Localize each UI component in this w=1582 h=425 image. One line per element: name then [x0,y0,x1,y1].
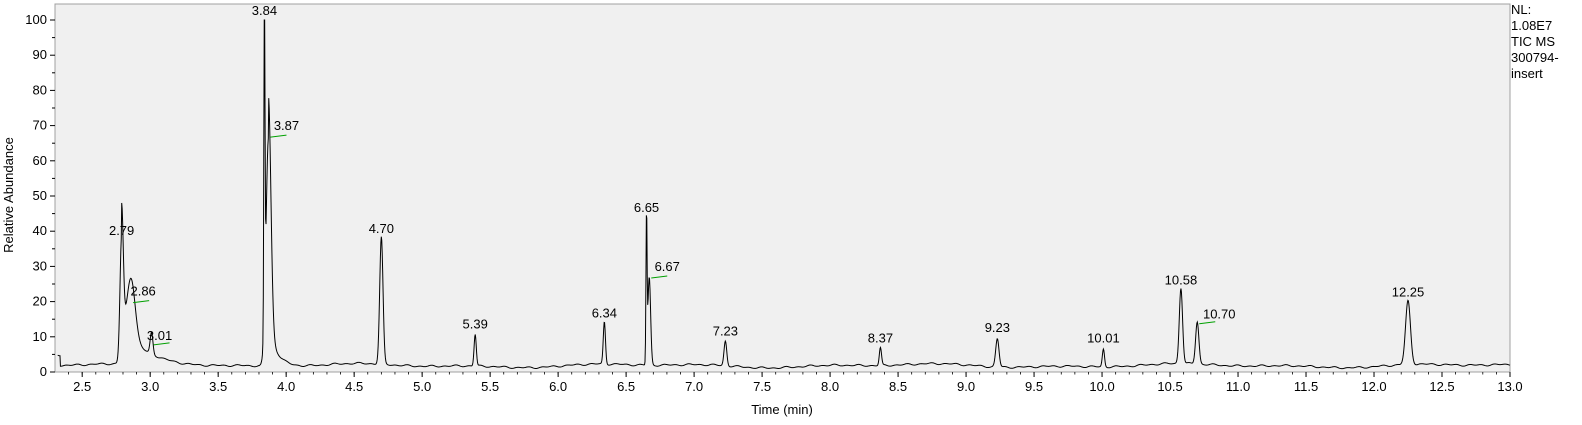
peak-label: 3.87 [274,118,299,133]
peak-label: 3.01 [147,328,172,343]
x-tick-label: 9.0 [957,379,975,394]
x-tick-label: 5.5 [481,379,499,394]
peak-marker [651,275,668,279]
y-tick-label: 40 [33,223,47,238]
info-line: insert [1511,66,1543,81]
x-tick-label: 5.0 [413,379,431,394]
peak-label: 8.37 [868,330,893,345]
y-tick-label: 10 [33,329,47,344]
peak-labels: 2.79 2.86 3.01 3.84 3.87 4.70 5.39 6.34 6.65 6.67… [109,3,1424,345]
x-tick-label: 4.0 [277,379,295,394]
y-tick-label: 80 [33,82,47,97]
peak-label: 10.70 [1203,307,1236,322]
peak-label: 10.58 [1165,272,1198,287]
x-tick-label: 13.0 [1497,379,1522,394]
x-tick-label: 7.5 [753,379,771,394]
x-tick-label: 11.0 [1226,379,1250,394]
y-tick-label: 100 [25,12,47,27]
peak-label: 6.67 [655,259,680,274]
peak-label: 9.23 [985,320,1010,335]
peak-label: 6.34 [592,306,617,321]
x-tick-label: 7.0 [685,379,703,394]
peak-label: 10.01 [1087,330,1120,345]
info-line: NL: [1511,2,1531,17]
info-line: 1.08E7 [1511,18,1552,33]
y-axis-title: Relative Abundance [1,137,16,253]
y-tick-label: 70 [33,118,47,133]
y-tick-label: 20 [33,294,47,309]
x-tick-label: 11.5 [1294,379,1318,394]
peak-label: 12.25 [1392,285,1425,300]
x-tick-label: 3.0 [141,379,159,394]
peak-label: 4.70 [369,221,394,236]
info-line: 300794- [1511,50,1559,65]
y-tick-label: 60 [33,153,47,168]
y-tick-label: 30 [33,258,47,273]
x-tick-label: 12.0 [1361,379,1386,394]
x-axis: 2.5 3.0 3.5 4.0 4.5 5.0 5.5 6.0 6.5 7.0 7.5 8.0 8.5 9… [68,372,1523,394]
peak-label: 2.86 [130,284,155,299]
peak-label: 3.84 [252,3,277,18]
y-axis: 0 10 20 30 40 50 60 70 80 90 100 [25,12,55,379]
peak-label: 6.65 [634,200,659,215]
x-tick-label: 6.5 [617,379,635,394]
peak-marker [133,300,150,304]
plot-area [54,3,1511,373]
x-tick-label: 10.5 [1157,379,1182,394]
x-tick-label: 6.0 [549,379,567,394]
tic-trace-line [57,19,1511,370]
y-tick-label: 90 [33,47,47,62]
peak-marker [270,134,287,138]
x-tick-label: 12.5 [1429,379,1454,394]
peak-marker [153,342,170,346]
x-tick-label: 10.0 [1089,379,1114,394]
peak-label: 5.39 [463,316,488,331]
y-tick-label: 0 [40,364,47,379]
peak-marker [1199,321,1216,325]
x-tick-label: 9.5 [1025,379,1043,394]
x-tick-label: 3.5 [209,379,227,394]
peak-label: 7.23 [713,323,738,338]
x-tick-label: 2.5 [73,379,91,394]
y-tick-label: 50 [33,188,47,203]
x-tick-label: 8.5 [889,379,907,394]
x-tick-label: 4.5 [345,379,363,394]
x-axis-title: Time (min) [751,402,813,417]
peak-label: 2.79 [109,223,134,238]
info-line: TIC MS [1511,34,1555,49]
x-tick-label: 8.0 [821,379,839,394]
